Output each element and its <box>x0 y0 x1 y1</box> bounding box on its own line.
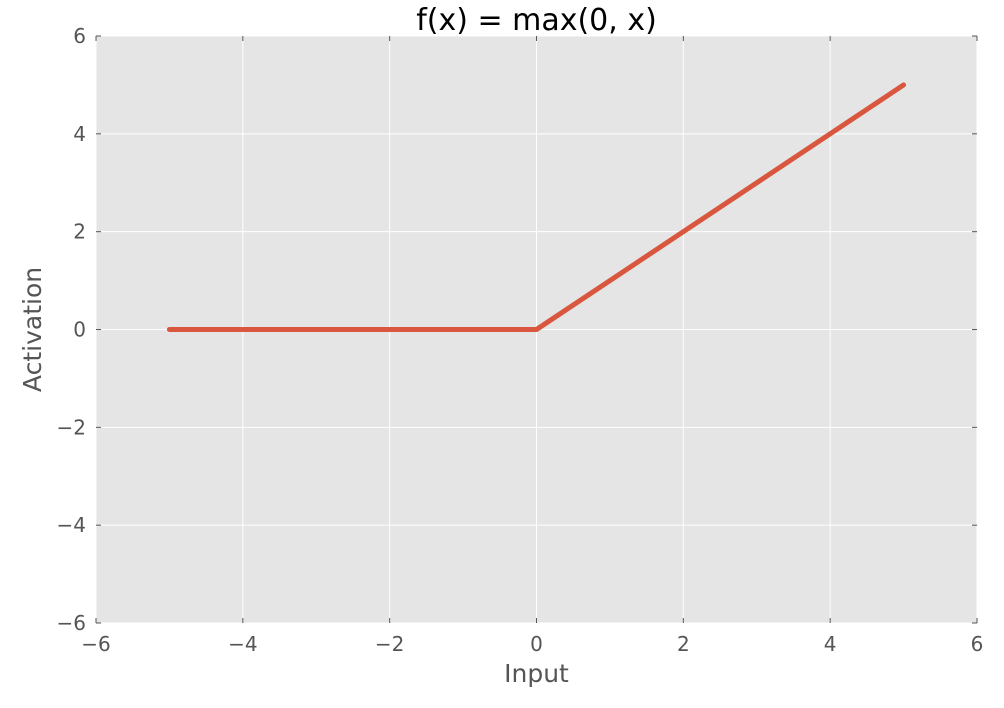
y-tick-label: −2 <box>57 415 86 439</box>
x-tick-label: 4 <box>824 632 837 656</box>
chart-title: f(x) = max(0, x) <box>416 3 657 38</box>
y-tick-label: 0 <box>73 318 86 342</box>
x-tick-label: 6 <box>971 632 984 656</box>
x-tick-label: 0 <box>530 632 543 656</box>
x-tick-labels: −6 −4 −2 0 2 4 6 <box>81 632 983 656</box>
x-tick-label: −2 <box>375 632 404 656</box>
y-axis-label: Activation <box>18 267 47 392</box>
series-line <box>166 82 907 332</box>
y-tick-label: 6 <box>73 24 86 48</box>
series-group <box>166 82 907 332</box>
tick-marks <box>95 35 978 624</box>
x-tick-label: −6 <box>81 632 110 656</box>
x-axis-label: Input <box>504 659 569 688</box>
x-tick-label: 2 <box>677 632 690 656</box>
y-tick-label: 4 <box>73 122 86 146</box>
x-tick-label: −4 <box>228 632 257 656</box>
y-tick-labels: −6 −4 −2 0 2 4 6 <box>57 24 86 635</box>
y-tick-label: −4 <box>57 513 86 537</box>
y-tick-label: −6 <box>57 611 86 635</box>
y-tick-label: 2 <box>73 220 86 244</box>
